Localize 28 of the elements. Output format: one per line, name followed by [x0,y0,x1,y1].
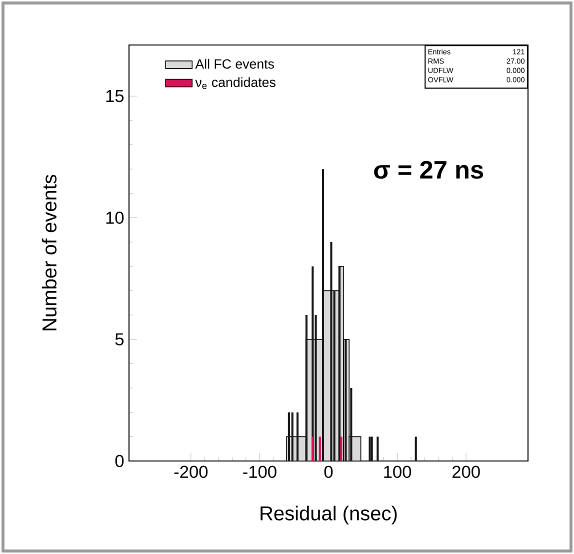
bar [330,242,332,461]
bar [312,436,314,461]
bar [322,169,324,461]
bar [370,436,373,461]
bar [318,436,321,461]
bar [288,412,290,461]
y-tick-label: 10 [106,212,124,224]
annotation: σ = 27 ns [374,160,484,179]
bar [368,436,371,461]
y-axis-title: Number of events [42,174,57,330]
x-tick-label: -200 [174,466,208,478]
y-tick-label: 15 [106,90,124,102]
bar [350,388,352,461]
x-tick-label: 100 [384,466,412,478]
y-tick-label: 5 [115,333,124,346]
x-axis-title: Residual (nsec) [260,506,397,524]
bar [340,436,342,461]
bar [414,436,417,461]
y-tick-label: 0 [115,454,124,468]
bar [291,412,294,461]
x-tick-label: 200 [452,466,480,478]
legend-label: All FC events [195,58,274,69]
legend-label: ν$_{e}$ candidates [195,77,276,89]
x-tick-label: 0 [324,466,333,478]
bar [296,412,299,461]
bar [376,436,379,461]
x-tick-label: -100 [243,466,276,478]
bar [305,315,308,461]
